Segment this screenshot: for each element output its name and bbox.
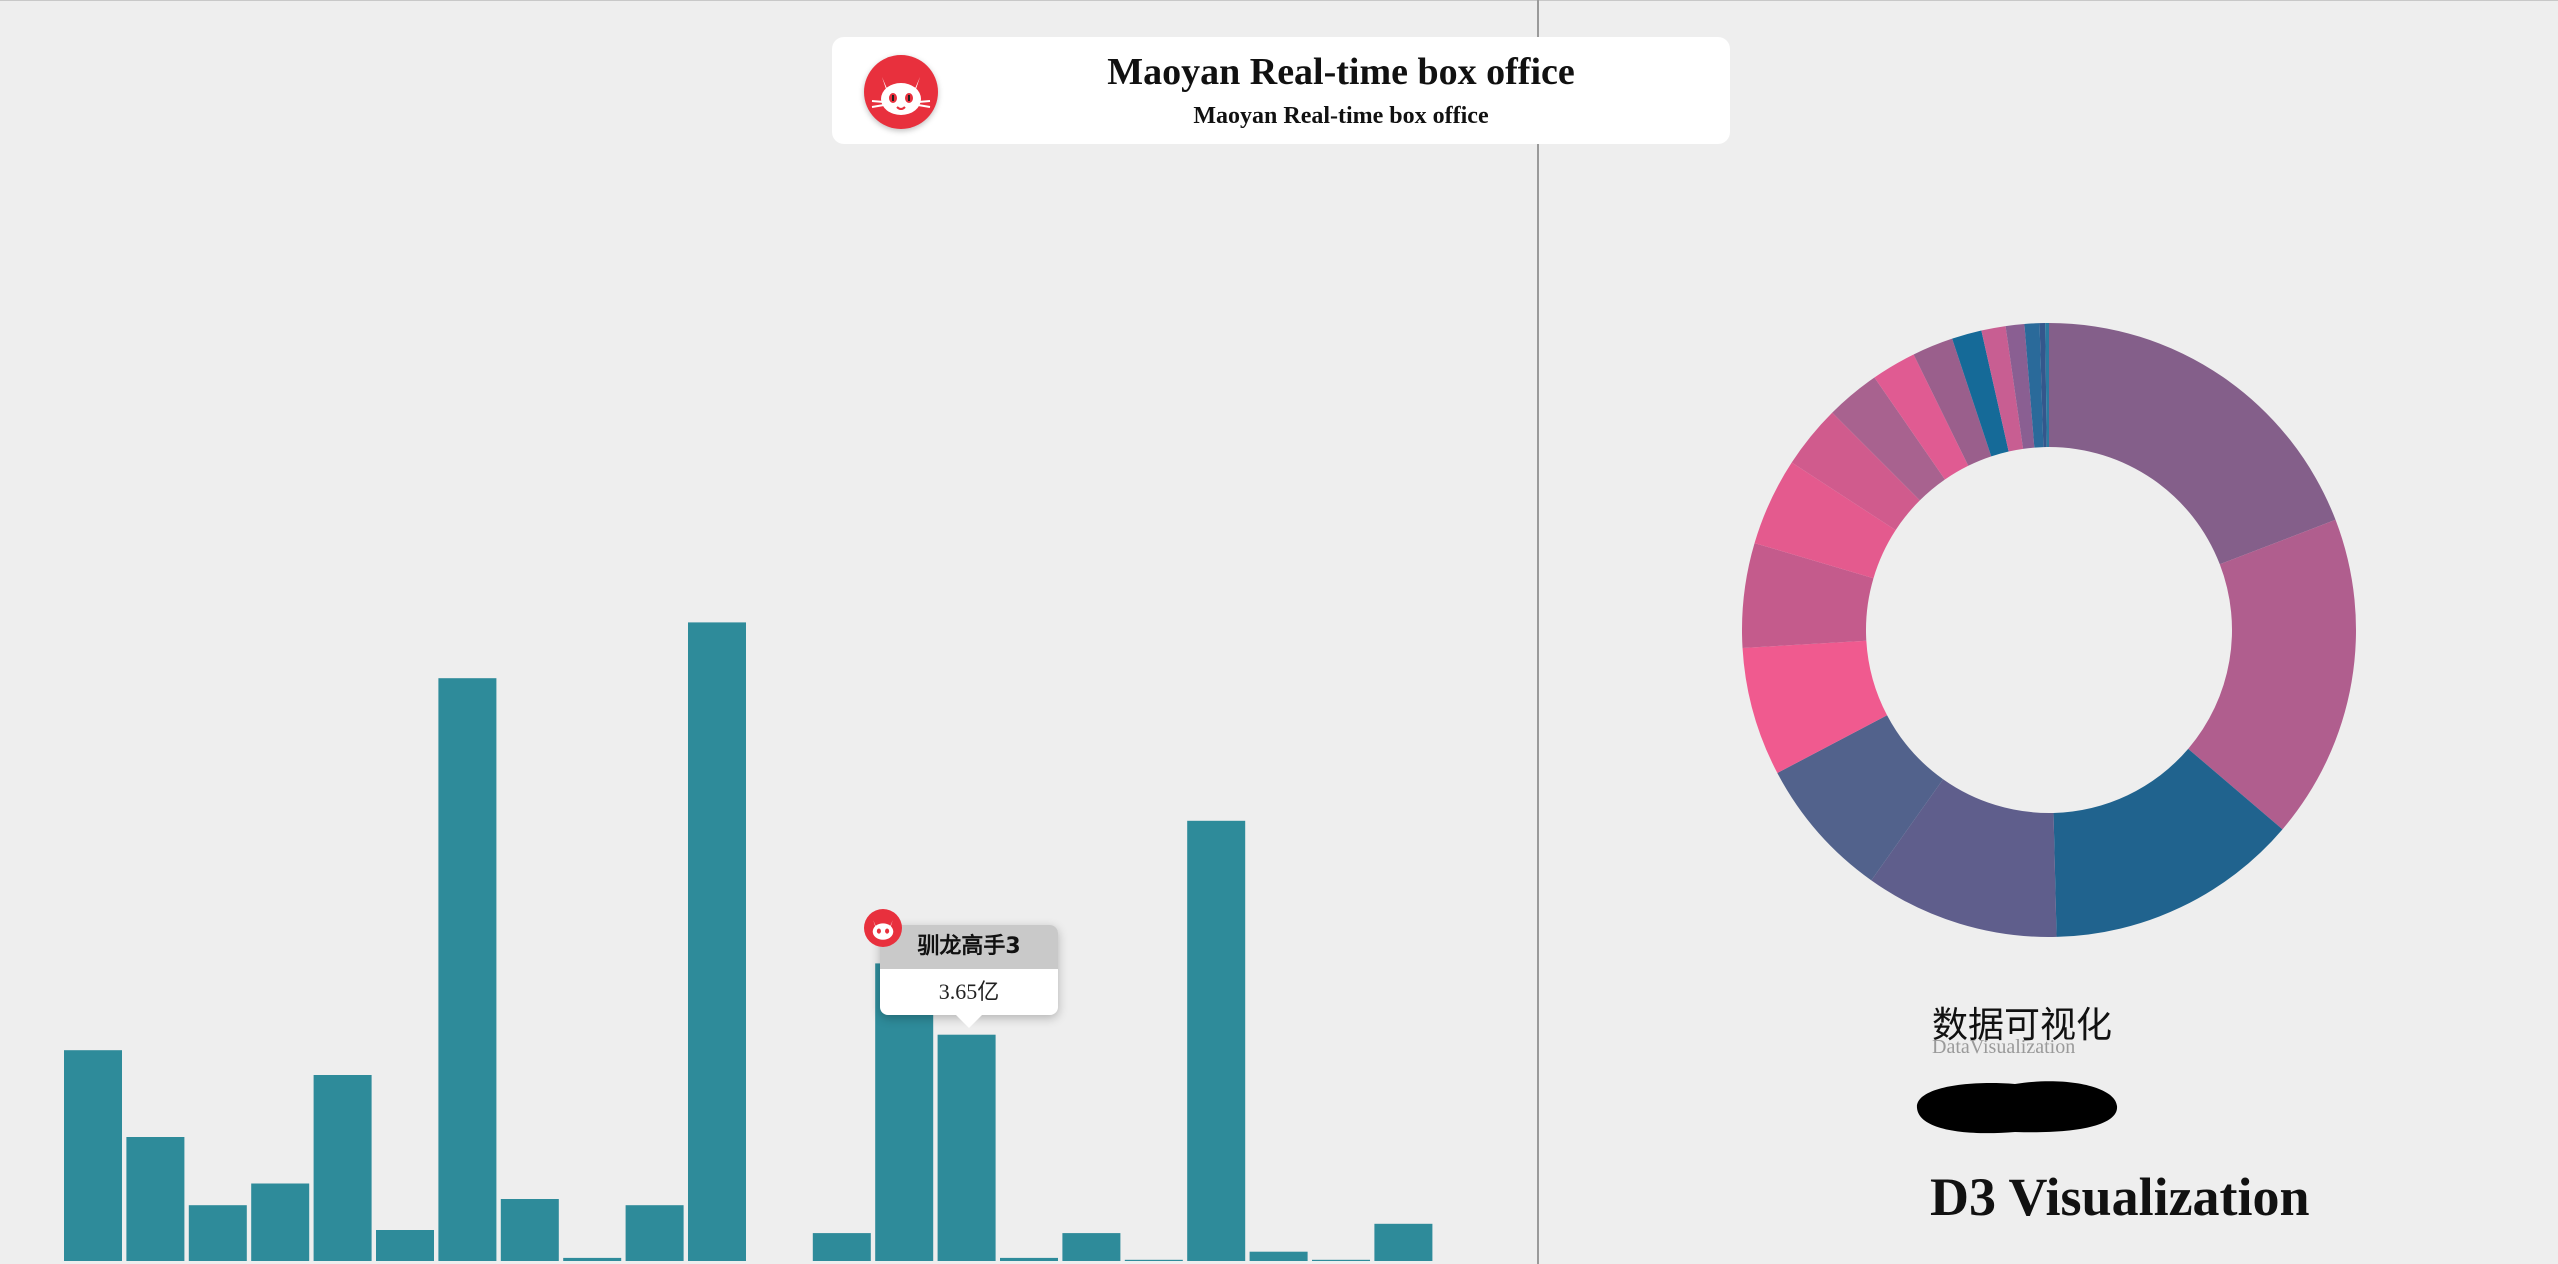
bar-8[interactable]: [563, 1257, 622, 1261]
donut-slice-13[interactable]: [1981, 326, 2024, 452]
donut-slice-2[interactable]: [2053, 748, 2283, 937]
redacted-scribble: [1916, 1081, 2118, 1134]
donut-slice-7[interactable]: [1754, 462, 1896, 579]
bar-12[interactable]: [812, 1233, 871, 1261]
bar-21[interactable]: [1374, 1223, 1433, 1261]
page-title: Maoyan Real-time box office: [1107, 51, 1575, 93]
tooltip-value: 3.65亿: [938, 979, 1000, 1004]
bar-chart: [64, 622, 1433, 1262]
bar-1[interactable]: [126, 1137, 185, 1261]
donut-slice-6[interactable]: [1741, 543, 1874, 648]
maoyan-cat-logo-icon: [864, 55, 938, 129]
tooltip-movie-title: 驯龙高手3: [880, 925, 1058, 969]
bar-0[interactable]: [64, 1050, 122, 1261]
bar-16[interactable]: [1062, 1233, 1121, 1261]
bar-17[interactable]: [1124, 1259, 1183, 1261]
donut-slice-11[interactable]: [1913, 338, 1992, 466]
dv-subtitle: DataVisualization: [1932, 1036, 2076, 1058]
bar-3[interactable]: [251, 1183, 310, 1262]
bar-7[interactable]: [500, 1199, 559, 1261]
page-subtitle: Maoyan Real-time box office: [1193, 103, 1489, 129]
donut-slice-15[interactable]: [2024, 323, 2044, 448]
donut-slice-17[interactable]: [2045, 323, 2049, 448]
donut-slice-8[interactable]: [1791, 412, 1920, 531]
header-card: Maoyan Real-time box office Maoyan Real-…: [832, 37, 1730, 144]
d3-visualization-title: D3 Visualization: [1930, 1167, 2310, 1227]
bar-14[interactable]: [937, 1034, 996, 1261]
maoyan-cat-small-icon: [864, 909, 902, 947]
bar-5[interactable]: [376, 1230, 434, 1261]
bar-20[interactable]: [1312, 1259, 1370, 1261]
donut-slice-1[interactable]: [2188, 519, 2356, 830]
donut-slice-4[interactable]: [1777, 715, 1944, 881]
bar-tooltip: 驯龙高手3 3.65亿: [880, 925, 1058, 1028]
tooltip-arrow: [956, 1015, 982, 1028]
panel-divider: [1537, 0, 1539, 1264]
bar-10[interactable]: [688, 622, 746, 1261]
bar-9[interactable]: [625, 1205, 684, 1261]
donut-slice-14[interactable]: [2005, 323, 2035, 449]
bar-19[interactable]: [1249, 1251, 1308, 1261]
bar-6[interactable]: [438, 678, 497, 1261]
donut-slice-5[interactable]: [1742, 640, 1888, 773]
bar-18[interactable]: [1187, 820, 1246, 1261]
donut-slice-0[interactable]: [2049, 323, 2336, 565]
donut-slice-3[interactable]: [1871, 779, 2057, 937]
bar-15[interactable]: [1000, 1257, 1058, 1261]
bar-4[interactable]: [313, 1075, 372, 1261]
dv-title: 数据可视化: [1932, 1005, 2113, 1046]
top-border: [0, 0, 2558, 1]
donut-slice-10[interactable]: [1874, 354, 1969, 480]
donut-slice-12[interactable]: [1952, 330, 2009, 457]
donut-slice-9[interactable]: [1832, 377, 1945, 501]
bar-2[interactable]: [188, 1205, 247, 1261]
donut-slice-16[interactable]: [2039, 323, 2047, 448]
